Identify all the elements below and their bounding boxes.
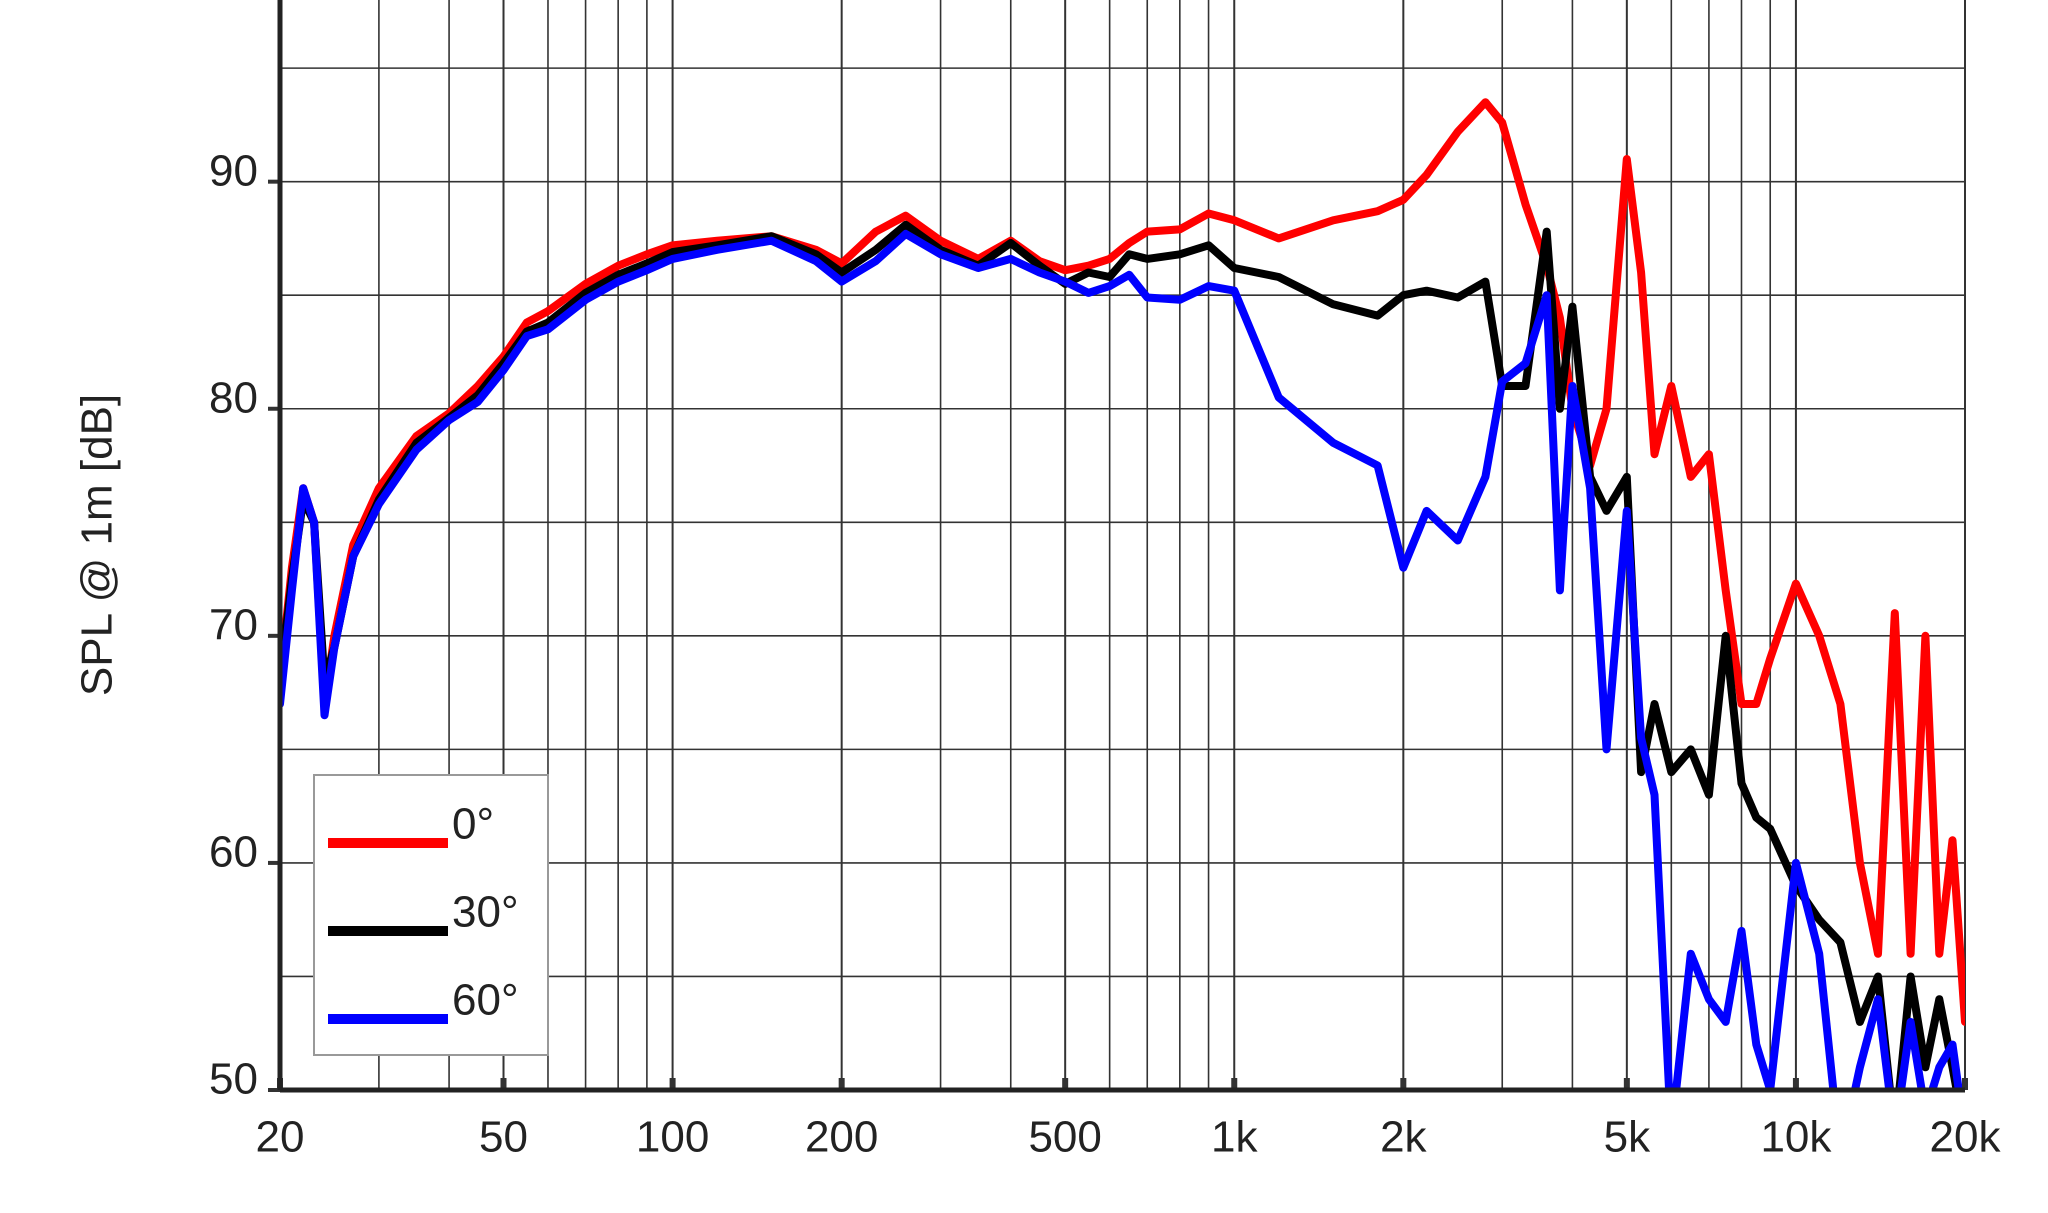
y-tick-label: 80 xyxy=(209,373,258,422)
x-tick-label: 200 xyxy=(805,1113,878,1162)
x-tick-label: 500 xyxy=(1028,1113,1101,1162)
plot-area xyxy=(280,98,1965,1090)
legend-label: 60° xyxy=(452,976,519,1025)
y-tick-label: 60 xyxy=(209,828,258,877)
x-tick-label: 2k xyxy=(1380,1113,1427,1162)
legend: 0° 30° 60° xyxy=(313,774,549,1056)
y-tick-label: 70 xyxy=(209,600,258,649)
x-tick-label: 10k xyxy=(1760,1113,1832,1162)
axes: 50 60 70 80 90 20 50 100 200 500 1k 2k 5k 10k 20k xyxy=(209,0,2001,1162)
series-line xyxy=(280,229,1963,1090)
legend-box xyxy=(313,774,549,1056)
legend-label: 30° xyxy=(452,888,519,937)
y-axis-title: SPL @ 1m [dB] xyxy=(73,394,122,696)
series-line xyxy=(280,98,1965,1026)
x-tick-label: 20 xyxy=(256,1113,305,1162)
x-tick-label: 100 xyxy=(636,1113,709,1162)
x-tick-label: 20k xyxy=(1930,1113,2002,1162)
legend-label: 0° xyxy=(452,800,494,849)
x-tick-label: 5k xyxy=(1604,1113,1651,1162)
x-tick-label: 1k xyxy=(1211,1113,1258,1162)
x-tick-label: 50 xyxy=(479,1113,528,1162)
y-tick-label: 50 xyxy=(209,1055,258,1104)
y-tick-label: 90 xyxy=(209,146,258,195)
